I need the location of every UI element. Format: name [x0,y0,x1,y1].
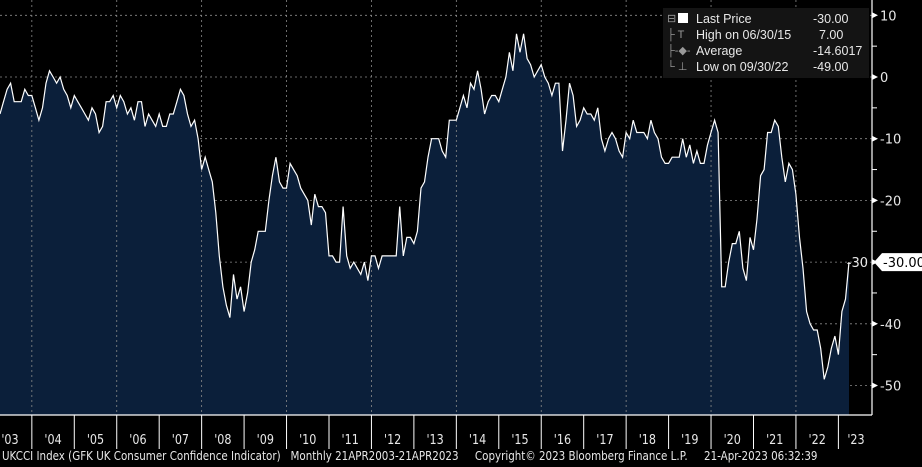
y-tick-label: 0 [880,71,888,86]
x-tick-label: '05 [87,432,104,447]
y-tick [872,320,878,327]
x-tick-label: '23 [847,432,864,447]
x-tick-label: '18 [639,432,656,447]
footer: UKCCI Index (GFK UK Consumer Confidence … [2,449,817,463]
timestamp: 21-Apr-2023 06:32:39 [704,449,818,463]
legend-value: 7.00 [819,28,844,42]
legend-value: -49.00 [813,60,849,74]
legend-item-last: ⊟ Last Price -30.00 [663,11,869,27]
x-tick-label: '16 [554,432,571,447]
y-axis: 10 0 -10 -20 -30 -40 -50 [847,9,901,394]
legend-label: Last Price [696,12,752,26]
x-tick-label: '11 [342,432,359,447]
y-tick [872,197,878,204]
x-tick-label: '10 [299,432,316,447]
vertical-grid [31,0,797,415]
x-tick-label: '12 [384,432,401,447]
x-tick-label: '04 [44,432,62,447]
high-marker-icon: ├ T [667,29,685,41]
x-tick-label: '09 [257,432,274,447]
x-tick-label: '13 [426,432,443,447]
x-tick-label: '15 [511,432,528,447]
low-marker-icon: └ ⊥ [667,61,688,73]
y-tick-label: -10 [880,133,901,148]
copyright: Copyright© 2023 Bloomberg Finance L.P. [474,449,688,463]
y-tick [872,135,878,142]
x-axis: '03 '04 '05 '06 '07 '08 '09 '10 '11 '12 '13 '14 '15 '… [1,415,865,449]
series-area [0,33,849,416]
average-marker-icon: ├-◆- [667,45,691,57]
security-name: UKCCI Index (GFK UK Consumer Confidence … [2,449,281,463]
x-tick-label: '17 [596,432,613,447]
legend-label: High on 06/30/15 [696,28,792,42]
last-value-marker: -30.00 [874,253,922,272]
legend-value: -30.00 [813,12,849,26]
x-tick-label: '22 [809,432,826,447]
axes [0,0,873,416]
series-line [0,33,850,380]
x-tick-label: '19 [681,432,698,447]
date-range: Monthly 21APR2003-21APR2023 [290,449,459,463]
legend-value: -14.6017 [813,44,863,58]
x-tick-label: '03 [1,432,18,447]
legend-item-high: ├ T High on 06/30/15 7.00 [663,27,869,43]
y-tick-label: -40 [880,318,901,333]
x-tick-label: '20 [724,432,741,447]
y-tick-label: -30 [847,256,868,271]
legend-label: Average [696,44,743,58]
last-value-label: -30.00 [883,256,922,271]
y-tick [872,74,878,80]
x-tick-label: '21 [766,432,783,447]
y-tick [872,12,878,19]
x-tick-label: '06 [129,432,146,447]
legend: ⊟ Last Price -30.00 ├ T High on 06/30/15… [663,8,869,78]
y-tick-label: -20 [880,194,901,209]
x-tick-label: '07 [172,432,189,447]
square-icon: ⊟ [667,11,689,27]
y-tick-label: -50 [880,380,901,395]
y-tick-label: 10 [880,9,897,24]
last-value-tag [874,253,922,272]
legend-item-low: └ ⊥ Low on 09/30/22 -49.00 [663,59,869,75]
legend-item-average: ├-◆- Average -14.6017 [663,43,869,59]
x-tick-label: '14 [469,432,487,447]
y-tick [872,382,878,389]
x-tick-label: '08 [214,432,231,447]
legend-label: Low on 09/30/22 [696,60,789,74]
